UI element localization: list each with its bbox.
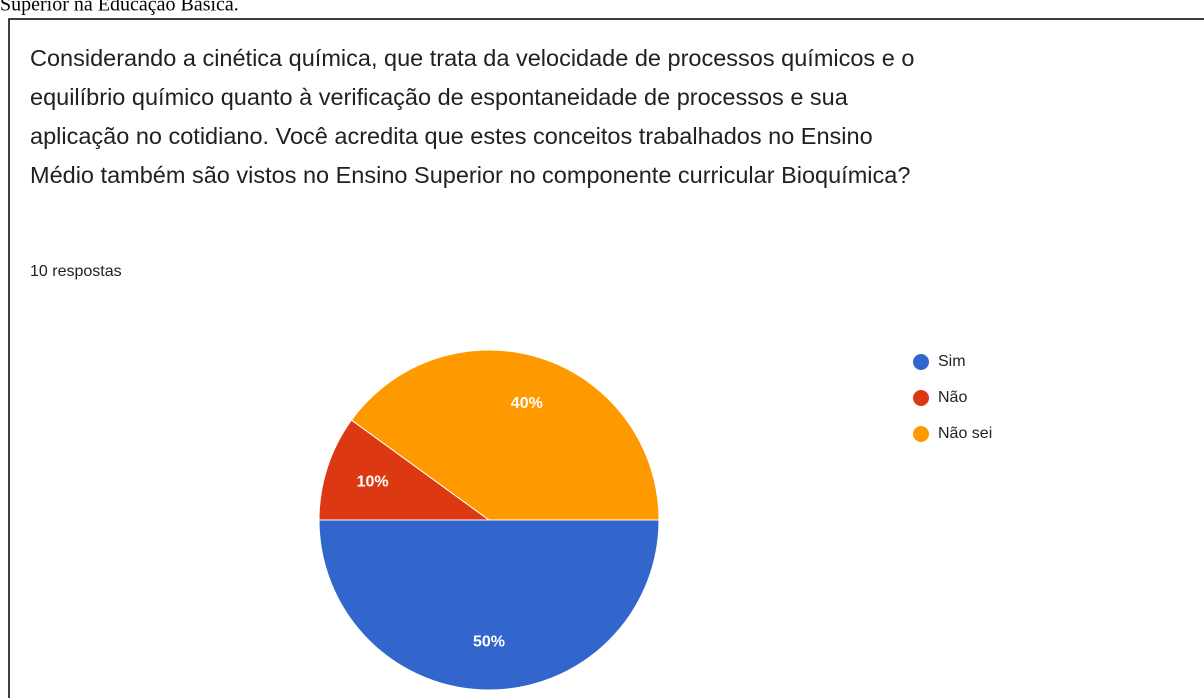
- chart-title: Considerando a cinética química, que tra…: [30, 45, 914, 71]
- value-label: 10%: [357, 473, 389, 490]
- legend-label: Sim: [938, 353, 966, 370]
- chart-title: Médio também são vistos no Ensino Superi…: [30, 162, 910, 188]
- legend-swatch: [913, 390, 929, 406]
- legend-label: Não: [938, 389, 967, 406]
- chart-title: aplicação no cotidiano. Você acredita qu…: [30, 123, 873, 149]
- caption: Superior na Educação Básica.: [0, 0, 239, 16]
- value-label: 40%: [511, 395, 543, 412]
- legend-swatch: [913, 426, 929, 442]
- legend-swatch: [913, 354, 929, 370]
- pie-slice: [318, 419, 491, 521]
- chart-title: equilíbrio químico quanto à verificação …: [30, 84, 849, 110]
- value-label: 50%: [473, 634, 505, 651]
- subtitle: 10 respostas: [30, 263, 122, 280]
- pie-slice: [318, 519, 660, 691]
- legend-label: Não sei: [938, 425, 992, 442]
- pie-slice: [350, 349, 660, 521]
